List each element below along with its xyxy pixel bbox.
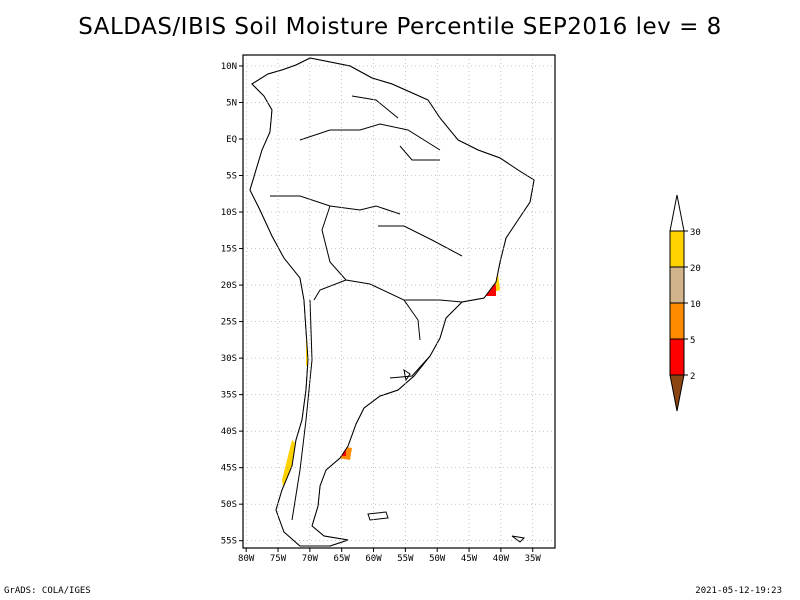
gridlines	[243, 55, 555, 548]
y-tick-label: 5S	[226, 172, 237, 182]
y-tick-labels: 10N 5N EQ 5S 10S 15S 20S 25S 30S 35S 40S 45S 50S 55S	[221, 62, 237, 547]
y-tick-label: 20S	[221, 281, 237, 291]
legend-segment	[669, 338, 685, 376]
x-tick-label: 80W	[238, 554, 255, 564]
legend-segment	[669, 374, 685, 412]
plot-frame	[242, 54, 556, 549]
y-tick-label: 25S	[221, 318, 237, 328]
y-tick-label: 30S	[221, 354, 237, 364]
y-tick-label: 10S	[221, 208, 237, 218]
legend-segment	[669, 230, 685, 268]
x-tick-label: 45W	[461, 554, 478, 564]
x-tick-label: 70W	[302, 554, 319, 564]
x-tick-labels: 80W 75W 70W 65W 60W 55W 50W 45W 40W 35W	[238, 554, 541, 564]
legend-label: 20	[690, 264, 701, 274]
legend-label: 2	[690, 372, 695, 382]
x-tick-label: 75W	[270, 554, 287, 564]
y-tick-label: 55S	[221, 537, 237, 547]
legend-segment	[669, 302, 685, 340]
y-tick-label: 15S	[221, 245, 237, 255]
y-tick-label: 40S	[221, 427, 237, 437]
axis-ticks	[239, 65, 534, 552]
legend-label: 10	[690, 300, 701, 310]
footer-credit: GrADS: COLA/IGES	[4, 586, 91, 596]
y-tick-label: 35S	[221, 391, 237, 401]
x-tick-label: 55W	[397, 554, 414, 564]
x-tick-label: 60W	[365, 554, 382, 564]
footer-timestamp: 2021-05-12-19:23	[695, 586, 782, 596]
legend-label: 30	[690, 228, 701, 238]
country-borders	[270, 95, 463, 521]
map-title: SALDAS/IBIS Soil Moisture Percentile SEP…	[78, 14, 722, 40]
y-tick-label: 45S	[221, 464, 237, 474]
legend-segment	[669, 194, 685, 232]
y-tick-label: EQ	[226, 135, 237, 145]
islands	[367, 368, 526, 543]
y-tick-label: 50S	[221, 500, 237, 510]
x-tick-label: 35W	[525, 554, 542, 564]
color-legend: 30 20 10 5 2	[669, 194, 701, 412]
legend-segment	[669, 266, 685, 304]
y-tick-label: 5N	[226, 98, 237, 108]
x-tick-label: 65W	[334, 554, 351, 564]
x-tick-label: 50W	[429, 554, 446, 564]
y-tick-label: 10N	[221, 62, 237, 72]
x-tick-label: 40W	[493, 554, 510, 564]
legend-label: 5	[690, 336, 695, 346]
